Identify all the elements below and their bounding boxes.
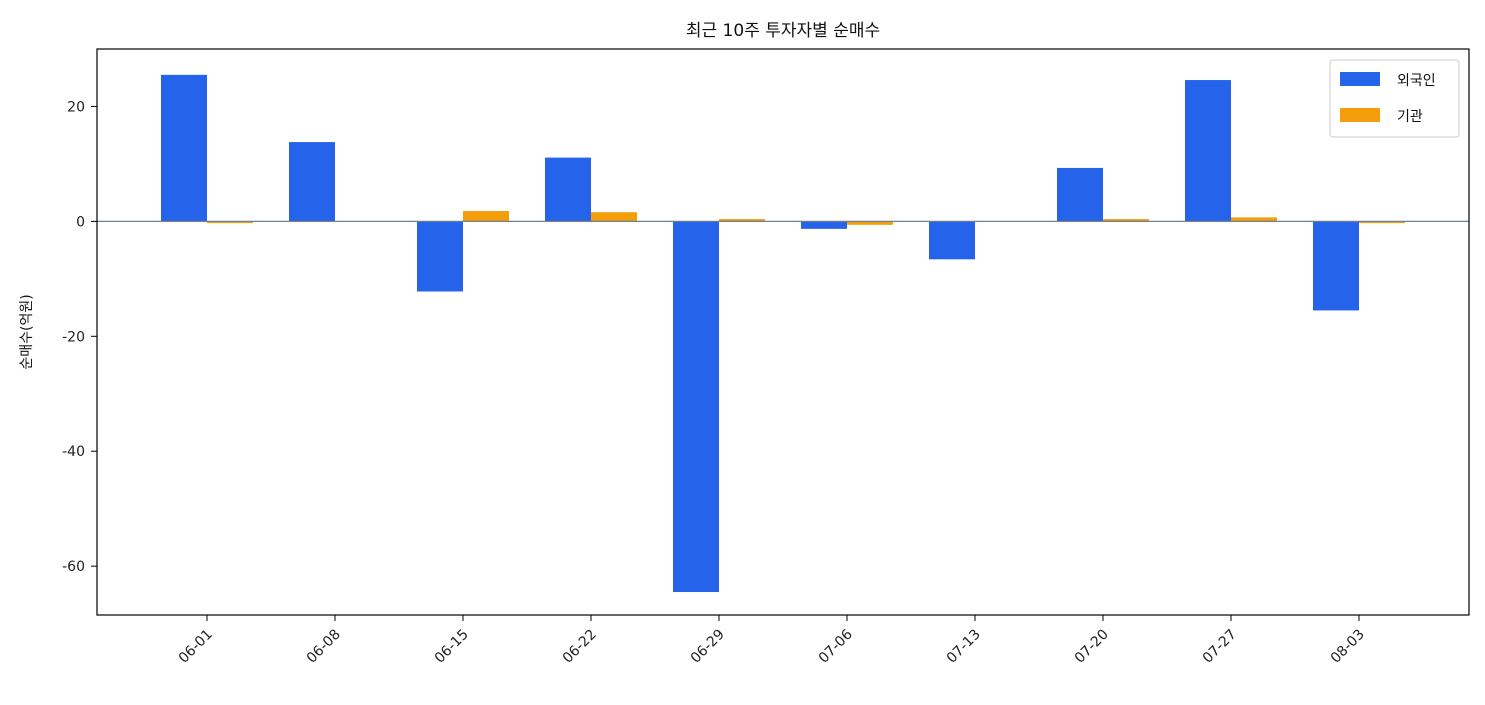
x-tick-label: 08-03 (1328, 627, 1368, 667)
y-tick-label: -20 (62, 329, 85, 345)
x-tick-label: 06-15 (432, 627, 472, 667)
bar-foreign-06-08 (289, 142, 335, 222)
x-tick-label: 06-22 (560, 627, 600, 667)
bar-foreign-06-22 (545, 157, 591, 222)
bar-foreign-07-06 (801, 221, 847, 229)
x-tick-label: 06-08 (304, 627, 344, 667)
plot-frame (96, 48, 1470, 616)
bar-institution-08-03 (1359, 221, 1405, 224)
y-axis-ticks: -60 -40 -20 0 20 (62, 99, 97, 575)
bar-institution-07-06 (847, 221, 893, 225)
legend: 외국인 기관 (1329, 59, 1460, 138)
bar-institution-07-27 (1231, 217, 1277, 222)
y-tick-label: -60 (62, 559, 85, 575)
x-axis-ticks: 06-01 06-08 06-15 06-22 06-29 07-06 07-13 07-20… (176, 615, 1368, 667)
legend-box (1329, 59, 1460, 138)
bar-institution-06-01 (207, 221, 253, 224)
x-tick-label: 07-27 (1200, 627, 1240, 667)
bar-foreign-06-01 (161, 74, 207, 222)
legend-label-institution: 기관 (1397, 109, 1423, 125)
x-tick-label: 06-01 (176, 627, 216, 667)
bar-foreign-06-15 (417, 221, 463, 292)
bars-group (161, 74, 1405, 593)
bar-institution-06-22 (591, 212, 637, 222)
chart-title: 최근 10주 투자자별 순매수 (686, 21, 880, 41)
y-tick-label: 0 (76, 214, 85, 230)
legend-swatch-institution (1340, 108, 1380, 122)
bar-foreign-07-13 (929, 221, 975, 260)
bar-institution-06-29 (719, 219, 765, 222)
y-axis-label: 순매수(억원) (19, 294, 35, 369)
x-tick-label: 06-29 (688, 627, 728, 667)
x-tick-label: 07-06 (816, 626, 856, 666)
legend-swatch-foreign (1340, 72, 1380, 86)
bar-institution-07-20 (1103, 219, 1149, 222)
y-tick-label: -40 (62, 444, 85, 460)
legend-label-foreign: 외국인 (1397, 73, 1436, 89)
bar-foreign-07-27 (1185, 80, 1231, 222)
bar-foreign-06-29 (673, 221, 719, 593)
x-tick-label: 07-20 (1072, 627, 1112, 667)
y-tick-label: 20 (67, 99, 85, 115)
bar-foreign-07-20 (1057, 167, 1103, 222)
bar-foreign-08-03 (1313, 221, 1359, 311)
bar-institution-06-15 (463, 211, 509, 222)
x-tick-label: 07-13 (944, 627, 984, 667)
